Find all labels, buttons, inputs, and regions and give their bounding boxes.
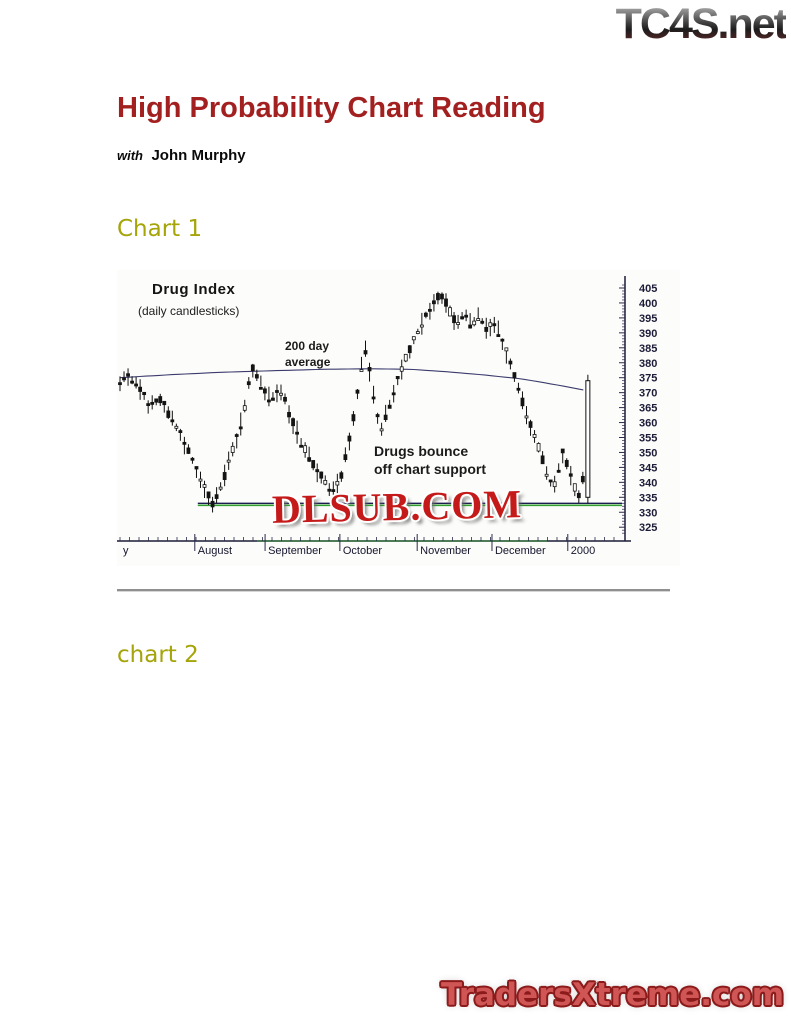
x-tick-label: 2000 [571, 545, 595, 557]
author-name: John Murphy [151, 147, 246, 164]
tc4s-logo: TC4S.net [615, 0, 788, 48]
y-axis: 405 400 395 390 385 380 375 370 365 360 355 350 345 3… [619, 276, 657, 541]
page-title: High Probability Chart Reading [117, 92, 546, 124]
y-tick-label: 385 [639, 343, 657, 355]
support-annotation: Drugs bounce off chart support [374, 442, 486, 478]
support-line [197, 502, 622, 507]
y-tick-label: 405 [639, 283, 657, 295]
y-tick-label: 370 [639, 388, 657, 400]
ma-annotation-line2: average [285, 355, 331, 370]
subtitle-with: with [117, 148, 143, 163]
x-tick-label: September [268, 545, 322, 557]
x-tick-label: December [495, 545, 546, 557]
y-tick-label: 355 [639, 433, 657, 445]
divider [117, 589, 670, 592]
y-tick-label: 335 [639, 492, 657, 504]
support-annotation-line2: off chart support [374, 461, 486, 478]
candlestick-chart: 405 400 395 390 385 380 375 370 365 360 355 350 345 3… [117, 270, 680, 566]
x-tick-label: August [198, 545, 232, 557]
y-tick-label: 330 [639, 507, 657, 519]
y-tick-label: 395 [639, 313, 657, 325]
chart2-heading: chart 2 [117, 642, 199, 668]
candlesticks [118, 291, 591, 513]
x-axis: y August September October November December 2… [117, 534, 631, 557]
y-tick-label: 325 [639, 522, 657, 534]
chart-canvas: 405 400 395 390 385 380 375 370 365 360 355 350 345 3… [117, 276, 657, 557]
y-tick-label: 365 [639, 403, 657, 415]
chart1-heading: Chart 1 [117, 216, 203, 242]
ma-annotation: 200 day average [285, 338, 330, 370]
chart-title: Drug Index [152, 281, 236, 298]
y-tick-label: 390 [639, 328, 657, 340]
y-tick-label: 350 [639, 447, 657, 459]
x-tick-label: November [420, 545, 471, 557]
ma-line [119, 368, 584, 391]
y-tick-label: 340 [639, 477, 657, 489]
ma-annotation-line1: 200 day [285, 339, 330, 353]
y-tick-label: 345 [639, 462, 657, 474]
y-tick-label: 375 [639, 373, 657, 385]
tradersxtreme-logo: TradersXtreme.com [440, 977, 784, 1013]
support-annotation-line1: Drugs bounce [374, 443, 469, 459]
x-tick-label: October [343, 545, 382, 557]
y-tick-label: 380 [639, 358, 657, 370]
subtitle: with John Murphy [117, 147, 246, 165]
y-tick-label: 360 [639, 418, 657, 430]
chart-subtitle: (daily candlesticks) [138, 304, 240, 318]
dlsub-watermark: DLSUB.COM [271, 481, 523, 532]
x-tick-label: y [123, 545, 129, 557]
y-tick-label: 400 [639, 298, 657, 310]
